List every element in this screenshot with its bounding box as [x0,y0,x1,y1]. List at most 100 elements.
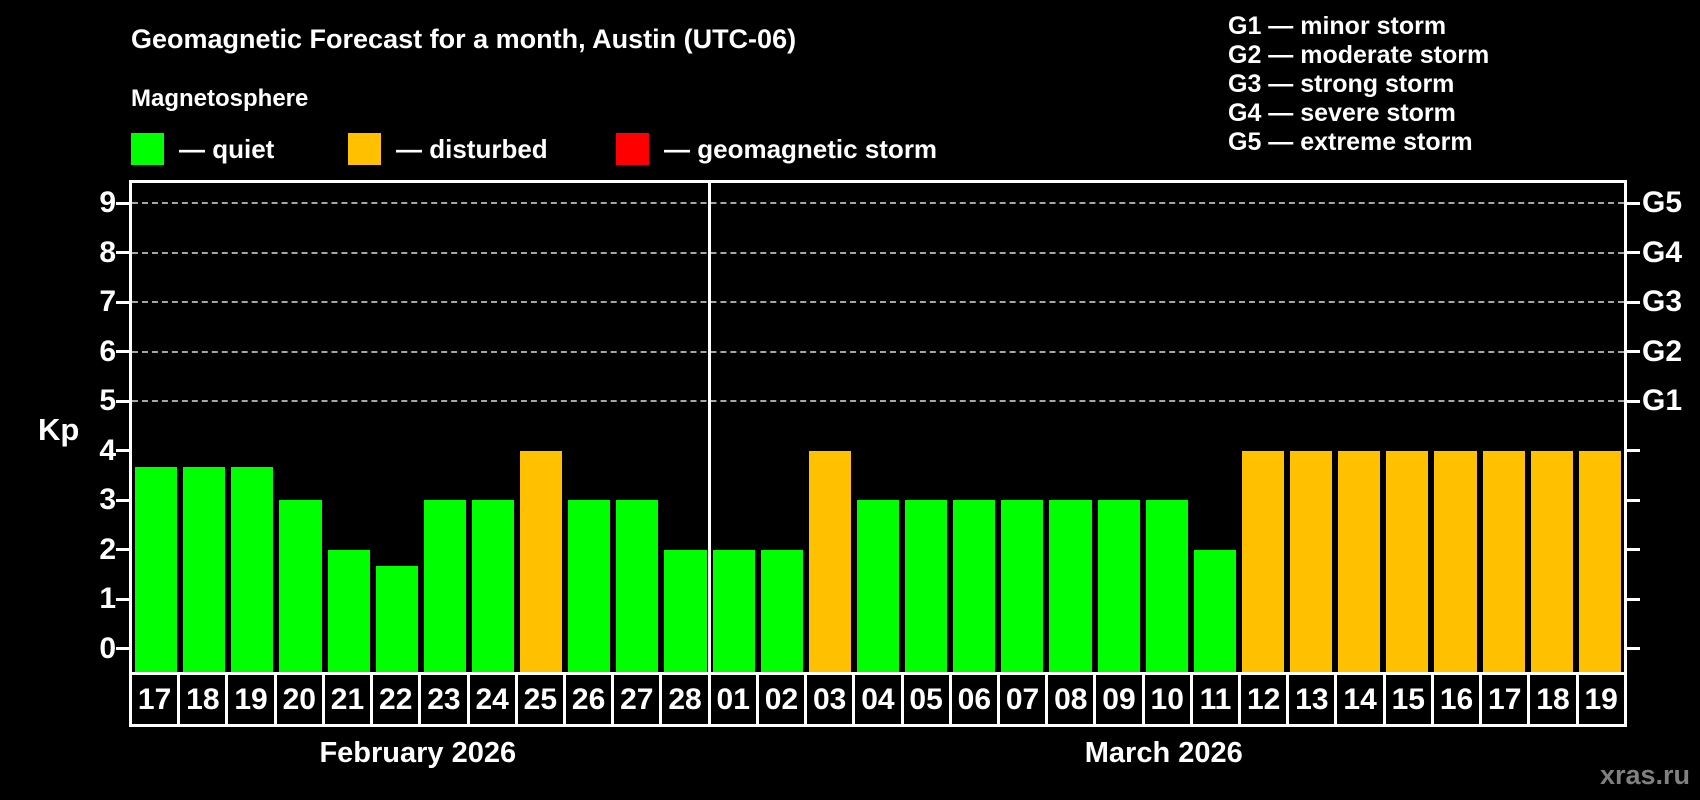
y-tick-label-7: 7 [99,285,116,318]
y-tick-label-1: 1 [99,582,116,615]
kp-bar-february-23 [423,500,466,672]
right-tick-kp1 [1627,597,1640,601]
date-cell: 19 [1584,682,1618,716]
kp-bar-february-22 [375,565,418,672]
date-cell: 05 [904,675,952,724]
date-cell: 24 [470,675,518,724]
legend-item-storm: — geomagnetic storm [616,133,937,165]
left-tick-kp7 [116,300,129,304]
kp-bar-march-18 [1530,450,1573,672]
date-cell: 26 [566,675,615,724]
right-tick-kp7 [1627,300,1640,304]
kp-bar-february-28 [664,549,707,672]
plot-area [129,180,1627,672]
date-cell: 21 [325,675,374,724]
date-axis-row: 17 18 19 20 21 22 23 24 25 26 27 28 01 02 03 04 05 06 07 08… [129,672,1627,727]
y-tick-label-6: 6 [99,334,116,368]
kp-bar-march-05 [905,500,948,672]
right-tick-kp9 [1627,201,1640,205]
date-cell: 10 [1145,675,1193,724]
left-tick-kp2 [116,548,129,551]
legend-item-label: — geomagnetic storm [664,133,938,164]
kp-bar-march-06 [953,500,996,672]
gridline-kp9 [132,202,1624,204]
legend-swatch-quiet-icon [131,133,164,165]
left-tick-kp6 [116,350,129,353]
month-label-february: February 2026 [319,737,517,769]
y-tick-label-4: 4 [99,433,116,467]
right-axis-label-g1: G1 [1642,384,1683,417]
date-cell: 07 [1000,675,1049,724]
right-axis-label-g2: G2 [1642,334,1683,368]
kp-bar-march-15 [1386,450,1429,672]
kp-bar-february-19 [231,466,274,672]
kp-bar-march-02 [760,549,803,672]
y-tick-label-0: 0 [99,631,116,665]
date-cell: 08 [1048,675,1097,724]
kp-bar-february-24 [471,500,515,672]
left-tick-kp0 [116,647,129,650]
gridline-kp8 [132,251,1624,254]
storm-scale-line: G5 — extreme storm [1228,128,1473,156]
left-tick-kp9 [116,201,129,205]
kp-bar-march-17 [1482,450,1525,672]
month-label-march: March 2026 [1084,737,1243,769]
date-cell: 28 [662,675,711,724]
date-cell: 18 [180,675,229,724]
left-tick-kp3 [116,498,129,502]
date-cell: 15 [1386,675,1434,724]
chart-title: Geomagnetic Forecast for a month, Austin… [131,24,797,54]
kp-bar-february-21 [327,549,370,672]
date-cell: 18 [1530,675,1579,724]
date-cell: 25 [518,675,566,724]
y-tick-label-2: 2 [99,532,116,566]
left-tick-kp4 [116,449,129,452]
date-cell: 12 [1241,675,1290,724]
y-axis-label: Kp [38,412,80,447]
gridline-kp5 [132,400,1624,402]
kp-bar-march-11 [1193,549,1236,672]
date-cell: 20 [277,675,325,724]
left-tick-kp1 [116,597,129,601]
legend-item-quiet: — quiet [131,133,274,165]
y-tick-label-8: 8 [99,235,116,269]
storm-scale-line: G2 — moderate storm [1228,41,1490,69]
date-cell: 01 [711,675,759,724]
kp-bar-march-16 [1434,450,1477,672]
date-cell: 09 [1096,675,1145,724]
right-axis-label-g3: G3 [1642,285,1683,318]
month-separator-line [708,183,712,672]
legend-item-label: — quiet [179,133,275,164]
right-tick-kp2 [1627,548,1640,551]
date-cell: 04 [855,675,904,724]
right-axis-label-g4: G4 [1642,235,1683,269]
right-tick-kp8 [1627,251,1640,254]
kp-bar-march-04 [856,500,900,672]
storm-scale-line: G1 — minor storm [1228,12,1447,40]
y-tick-label-9: 9 [99,186,116,219]
kp-bar-march-19 [1578,450,1621,672]
date-cell: 22 [373,675,422,724]
date-cell: 17 [132,675,181,724]
date-cell: 17 [1482,675,1531,724]
kp-bar-march-09 [1097,500,1140,672]
kp-bar-february-17 [135,466,178,672]
kp-bar-march-01 [712,549,755,672]
right-tick-kp6 [1627,350,1640,353]
right-tick-kp3 [1627,498,1640,502]
right-tick-kp5 [1627,399,1640,403]
chart-subtitle: Magnetosphere [131,85,309,112]
storm-scale-legend: G1 — minor storm G2 — moderate storm G3 — … [1228,12,1489,157]
kp-bar-march-07 [1001,500,1044,672]
kp-bar-february-26 [568,500,611,672]
kp-bar-february-18 [183,466,226,672]
date-cell: 03 [807,675,856,724]
legend-swatch-disturbed-icon [348,133,381,165]
kp-bar-february-20 [279,500,322,672]
storm-scale-line: G4 — severe storm [1228,99,1456,127]
kp-bar-march-14 [1338,450,1381,672]
legend-item-label: — disturbed [396,133,548,164]
date-cell: 23 [421,675,470,724]
kp-bar-february-27 [616,500,659,672]
